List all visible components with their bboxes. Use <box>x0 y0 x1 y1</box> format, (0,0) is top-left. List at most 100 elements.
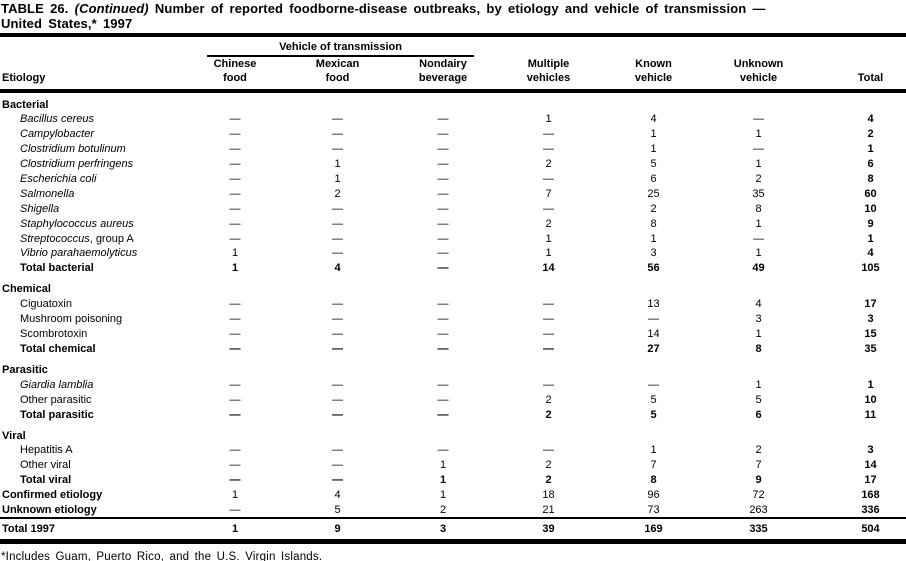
cell-value: — <box>332 247 343 260</box>
cell-value: 3 <box>867 313 874 326</box>
cell-value: 1 <box>867 232 874 245</box>
cell-value: 14 <box>647 328 660 341</box>
vehicle-of-transmission-spanner: Vehicle of transmission <box>185 41 496 57</box>
table-number: TABLE 26. <box>1 1 69 16</box>
cell-value: — <box>229 128 241 141</box>
cell-value: — <box>543 378 554 391</box>
cell-value: — <box>437 202 449 215</box>
cell-value: — <box>332 408 343 421</box>
cell-value: 1 <box>231 247 239 260</box>
cell-value: 4 <box>334 489 341 502</box>
cell-value: — <box>648 313 659 326</box>
row-label: Mushroom poisoning <box>20 313 123 326</box>
cell-value: 9 <box>755 474 762 487</box>
cell-value: — <box>229 474 241 487</box>
cell-value: — <box>543 143 554 156</box>
table-row: Total viral — — 1 2 8 9 17 <box>0 473 906 488</box>
cell-value: — <box>437 444 449 457</box>
cell-value: 8 <box>755 342 762 355</box>
cell-value: — <box>229 313 241 326</box>
cell-value: — <box>753 143 764 156</box>
cell-value: 1 <box>439 489 447 502</box>
cell-value: 2 <box>439 504 447 517</box>
cell-value: 17 <box>864 474 877 487</box>
row-label-suffix: , group A <box>89 232 134 245</box>
cell-value: 1 <box>439 459 447 472</box>
table-row: Salmonella — 2 — 7 25 35 60 <box>0 186 906 201</box>
spanner-label: Vehicle of transmission <box>207 41 474 57</box>
cell-value: 49 <box>752 262 765 275</box>
cell-value: 13 <box>647 298 660 311</box>
cell-value: 17 <box>864 298 877 311</box>
cell-value: 1 <box>755 378 762 391</box>
title-rule <box>0 33 906 37</box>
cell-value: 10 <box>864 202 877 215</box>
table-row: Clostridium botulinum — — — — 1 — 1 <box>0 142 906 157</box>
table-row: Other viral — — 1 2 7 7 14 <box>0 458 906 473</box>
cell-value: 96 <box>647 489 660 502</box>
col-header-total: Total <box>857 72 884 84</box>
table-body: Bacterial Bacillus cereus — — —1 4—4 Campyloba… <box>0 93 906 517</box>
cell-value: 35 <box>752 187 765 200</box>
cell-value: — <box>229 342 241 355</box>
row-label: Ciguatoxin <box>20 298 72 311</box>
row-label: Escherichia coli <box>20 173 97 185</box>
cell-value: — <box>332 128 343 141</box>
col-header-mexican-food: Mexican food <box>315 58 360 84</box>
row-label: Shigella <box>20 202 60 215</box>
cell-value: 2 <box>545 217 552 230</box>
cell-value: 3 <box>867 444 874 457</box>
col-header-unknown-vehicle: Unknown vehicle <box>733 58 784 84</box>
section-header: Parasitic <box>0 362 906 377</box>
cell-value: — <box>332 474 343 487</box>
cell-value: — <box>437 408 449 421</box>
table-row: Clostridium perfringens — 1 — 2 5 1 6 <box>0 157 906 172</box>
cell-value: 1 <box>755 247 762 260</box>
cell-value: 3 <box>755 313 762 326</box>
cell-value: — <box>437 187 449 200</box>
col-header-nondairy-beverage: Nondairy beverage <box>418 58 468 84</box>
cell-value: 1 <box>867 378 874 391</box>
table-row: Scombrotoxin — — — — 14 1 15 <box>0 327 906 342</box>
cell-value: 1 <box>755 217 762 230</box>
cell-value: 6 <box>650 173 657 185</box>
cell-value: — <box>229 187 241 200</box>
column-header-row: Etiology Chinese food Mexican food Nondair… <box>0 57 906 89</box>
cell-value: 335 <box>749 523 768 536</box>
table-row: Other parasitic — — — 2 5 5 10 <box>0 392 906 407</box>
cell-value: 3 <box>650 247 657 260</box>
cell-value: — <box>437 342 449 355</box>
cell-value: — <box>229 158 241 171</box>
col-header-known-vehicle: Known vehicle <box>634 58 673 84</box>
cell-value: — <box>229 143 241 156</box>
cell-value: — <box>229 173 241 185</box>
cell-value: — <box>543 313 554 326</box>
cell-value: 336 <box>861 504 880 517</box>
col-header-etiology: Etiology <box>2 72 46 84</box>
row-label: Hepatitis A <box>20 444 73 457</box>
cell-value: — <box>543 202 554 215</box>
table-bottom-rule <box>0 539 906 545</box>
cell-value: 5 <box>755 393 762 406</box>
table-title-line2: United States,* 1997 <box>1 16 133 31</box>
cell-value: 8 <box>867 173 874 185</box>
cell-value: — <box>229 444 241 457</box>
pre-total-rule <box>0 517 906 520</box>
cell-value: 1 <box>439 474 447 487</box>
cell-value: 504 <box>861 523 880 536</box>
cell-value: 4 <box>867 247 874 260</box>
cell-value: — <box>543 444 554 457</box>
cell-value: 1 <box>650 128 657 141</box>
cell-value: 11 <box>864 408 877 421</box>
cell-value: — <box>332 459 343 472</box>
cell-value: 2 <box>545 158 552 171</box>
cell-value: 1 <box>755 328 762 341</box>
section-label: Chemical <box>2 283 51 296</box>
table-row: Ciguatoxin — — — — 13 4 17 <box>0 297 906 312</box>
col-header-chinese-food: Chinese food <box>213 58 257 84</box>
cell-value: 4 <box>334 262 341 275</box>
cell-value: — <box>543 173 554 185</box>
col-header-multiple-vehicles: Multiple vehicles <box>526 58 571 84</box>
table-row: Giardia lamblia — — — — — 1 1 <box>0 377 906 392</box>
